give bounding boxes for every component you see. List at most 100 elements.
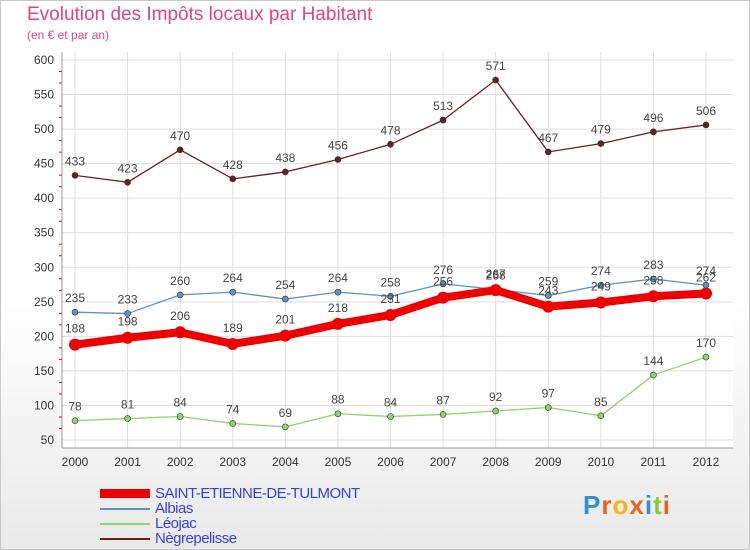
x-tick-label: 2011 — [641, 455, 667, 469]
logo-letter: t — [653, 490, 663, 520]
data-label: 243 — [538, 284, 558, 298]
data-point — [594, 296, 607, 309]
legend-swatch — [100, 523, 150, 525]
x-tick-label: 2000 — [62, 455, 89, 469]
data-point — [650, 275, 657, 283]
data-label: 74 — [226, 402, 240, 416]
chart-subtitle: (en € et par an) — [27, 28, 110, 42]
data-point — [282, 295, 289, 303]
data-point — [597, 281, 605, 289]
plot-area — [62, 52, 733, 448]
data-point — [387, 140, 394, 148]
data-label: 85 — [594, 395, 608, 409]
data-point — [121, 331, 134, 344]
data-point — [439, 116, 447, 124]
data-point — [71, 308, 79, 316]
x-tick-label: 2006 — [377, 455, 404, 469]
data-label: 267 — [486, 267, 506, 281]
y-tick-label: 400 — [34, 191, 54, 205]
logo-letter: i — [662, 490, 671, 520]
data-point — [700, 287, 712, 300]
data-label: 470 — [170, 129, 190, 143]
data-point — [647, 290, 660, 303]
logo-letter: i — [644, 490, 654, 520]
x-tick-label: 2005 — [325, 455, 352, 469]
data-label: 97 — [542, 387, 556, 401]
data-label: 87 — [436, 393, 450, 407]
data-point — [439, 411, 447, 418]
data-point — [176, 413, 184, 420]
x-tick-label: 2002 — [167, 455, 194, 469]
data-label: 78 — [68, 400, 82, 414]
data-point — [124, 310, 131, 317]
y-tick-label: 100 — [34, 398, 54, 412]
legend-label: Léojac — [155, 515, 197, 532]
x-tick-label: 2012 — [693, 455, 720, 469]
y-tick-label: 550 — [34, 88, 54, 102]
legend-swatch — [100, 508, 150, 510]
data-label: 274 — [591, 264, 611, 278]
data-label: 189 — [223, 321, 243, 335]
data-label: 84 — [384, 396, 398, 410]
data-label: 92 — [489, 390, 503, 404]
data-point — [279, 329, 292, 342]
data-point — [176, 291, 184, 299]
y-tick-label: 500 — [34, 122, 54, 136]
data-point — [702, 121, 710, 129]
data-point — [650, 128, 657, 136]
data-point — [437, 291, 450, 304]
data-label: 433 — [65, 154, 85, 168]
data-label: 206 — [170, 309, 190, 323]
y-tick-label: 200 — [34, 329, 54, 343]
legend-label: Nègrepelisse — [155, 530, 237, 547]
y-tick-label: 350 — [34, 226, 54, 240]
data-label: 478 — [380, 123, 400, 137]
data-label: 438 — [275, 151, 295, 165]
data-label: 81 — [121, 398, 135, 412]
y-tick-label: 600 — [34, 53, 54, 67]
data-point — [334, 410, 342, 418]
data-label: 259 — [538, 275, 558, 289]
data-point — [229, 175, 237, 183]
data-point — [331, 317, 344, 330]
x-tick-label: 2004 — [272, 455, 299, 469]
logo-letter: x — [629, 490, 645, 520]
data-point — [702, 353, 710, 361]
legend-label: SAINT-ETIENNE-DE-TULMONT — [155, 485, 360, 502]
data-label: 506 — [696, 104, 716, 118]
data-point — [544, 404, 552, 411]
x-tick-label: 2007 — [430, 455, 457, 469]
data-point — [124, 415, 131, 422]
x-tick-label: 2001 — [114, 455, 141, 469]
data-point — [597, 140, 605, 147]
logo-letter: r — [601, 490, 613, 520]
data-point — [282, 168, 289, 176]
data-label: 262 — [696, 271, 716, 285]
data-label: 233 — [118, 293, 138, 307]
data-point — [334, 156, 342, 163]
data-point — [334, 288, 342, 296]
x-tick-label: 2009 — [535, 455, 562, 469]
data-point — [282, 423, 289, 431]
data-label: 256 — [433, 275, 453, 289]
data-label: 423 — [118, 161, 138, 175]
y-tick-label: 150 — [34, 364, 54, 378]
data-point — [71, 172, 79, 179]
data-point — [71, 417, 79, 424]
proxiti-logo: Proxiti — [583, 490, 671, 521]
y-tick-label: 450 — [34, 157, 54, 171]
data-point — [229, 420, 237, 427]
data-point — [492, 407, 499, 415]
data-label: 496 — [643, 111, 663, 125]
data-label: 201 — [275, 313, 295, 327]
data-point — [124, 178, 131, 186]
y-tick-label: 250 — [34, 295, 54, 309]
data-point — [542, 300, 555, 313]
y-tick-label: 50 — [41, 433, 55, 447]
data-point — [544, 292, 552, 299]
data-point — [650, 371, 657, 379]
data-point — [229, 288, 237, 296]
data-label: 268 — [486, 268, 506, 282]
legend-label: Albias — [155, 500, 193, 517]
